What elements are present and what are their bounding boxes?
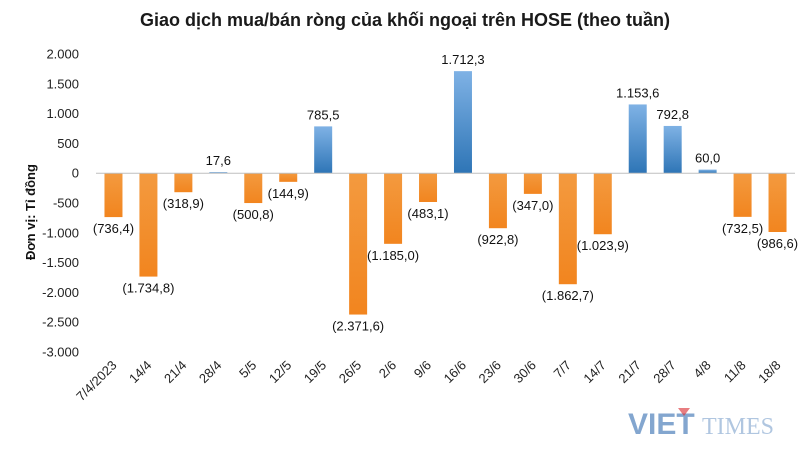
x-tick-label: 19/5: [301, 358, 330, 387]
data-label: (986,6): [757, 236, 798, 251]
data-label: (144,9): [268, 186, 309, 201]
data-label: (1.862,7): [542, 288, 594, 303]
bar: [733, 173, 752, 217]
x-tick-label: 28/7: [650, 358, 679, 387]
viettimes-logo: VIET TIMES: [628, 408, 774, 441]
y-tick-label: -3.000: [42, 345, 79, 360]
data-label: (736,4): [93, 221, 134, 236]
x-tick-label: 7/4/2023: [73, 358, 119, 404]
x-tick-label: 11/8: [721, 358, 749, 386]
x-tick-label: 26/5: [336, 358, 365, 387]
data-label: 792,8: [656, 107, 689, 122]
bars: [104, 71, 787, 315]
bar: [349, 173, 368, 315]
x-tick-label: 21/7: [615, 358, 644, 387]
bar: [523, 173, 542, 194]
bar: [209, 172, 228, 174]
x-tick-label: 14/4: [126, 358, 155, 387]
y-tick-label: 1.000: [46, 106, 79, 121]
bar: [419, 173, 438, 202]
y-tick-label: 2.000: [46, 47, 79, 62]
y-axis-label: Đơn vị: Tỉ đồng: [23, 164, 38, 260]
data-label: 17,6: [206, 153, 231, 168]
bar: [558, 173, 577, 285]
bar: [139, 173, 158, 277]
x-tick-label: 16/6: [441, 358, 470, 387]
data-label: (922,8): [477, 232, 518, 247]
data-label: (2.371,6): [332, 319, 384, 334]
x-tick-label: 30/6: [510, 358, 539, 387]
bar: [663, 125, 682, 174]
x-tick-label: 5/5: [236, 358, 259, 381]
bar: [488, 173, 507, 229]
data-label: (500,8): [233, 207, 274, 222]
data-label: (483,1): [407, 206, 448, 221]
y-tick-label: -500: [53, 196, 79, 211]
bar: [279, 173, 298, 182]
bar: [698, 169, 717, 174]
logo-part-times: TIMES: [702, 414, 774, 440]
data-label: (347,0): [512, 198, 553, 213]
x-tick-label: 4/8: [690, 358, 713, 381]
y-tick-label: -1.000: [42, 225, 79, 240]
bar: [768, 173, 787, 233]
data-label: (1.023,9): [577, 238, 629, 253]
x-tick-label: 7/7: [551, 358, 574, 381]
bar: [174, 173, 193, 193]
x-tick-label: 23/6: [476, 358, 505, 387]
x-tick-label: 18/8: [755, 358, 784, 387]
x-tick-label: 14/7: [580, 358, 609, 387]
bar: [453, 71, 472, 174]
data-label: 785,5: [307, 107, 340, 122]
x-axis-ticks: 7/4/2023 14/4 21/4 28/4 5/5 12/5 19/5 26/5 2/6 9/…: [73, 358, 783, 404]
data-label: (318,9): [163, 196, 204, 211]
data-label: (732,5): [722, 221, 763, 236]
x-tick-label: 9/6: [411, 358, 434, 381]
bar: [104, 173, 123, 218]
y-tick-label: 1.500: [46, 76, 79, 91]
x-tick-label: 12/5: [266, 358, 295, 387]
y-tick-label: 0: [72, 166, 79, 181]
y-axis-ticks: 2.000 1.500 1.000 500 0 -500 -1.000 -1.500 -2.00…: [42, 47, 79, 360]
chart-title: Giao dịch mua/bán ròng của khối ngoại tr…: [139, 10, 671, 30]
x-tick-label: 2/6: [376, 358, 399, 381]
data-label: 1.153,6: [616, 85, 659, 100]
y-tick-label: 500: [57, 136, 79, 151]
bar: [593, 173, 612, 235]
bar: [244, 173, 263, 204]
y-tick-label: -1.500: [42, 255, 79, 270]
bar: [628, 104, 647, 174]
data-label: 60,0: [695, 151, 720, 166]
data-labels: (736,4) (1.734,8) (318,9) 17,6 (500,8) (144,9…: [93, 52, 798, 333]
bar: [384, 173, 403, 244]
x-tick-label: 21/4: [161, 358, 190, 387]
data-label: (1.185,0): [367, 248, 419, 263]
y-tick-label: -2.500: [42, 315, 79, 330]
x-tick-label: 28/4: [196, 358, 225, 387]
bar: [314, 126, 333, 174]
y-tick-label: -2.000: [42, 285, 79, 300]
data-label: (1.734,8): [122, 281, 174, 296]
data-label: 1.712,3: [441, 52, 484, 67]
